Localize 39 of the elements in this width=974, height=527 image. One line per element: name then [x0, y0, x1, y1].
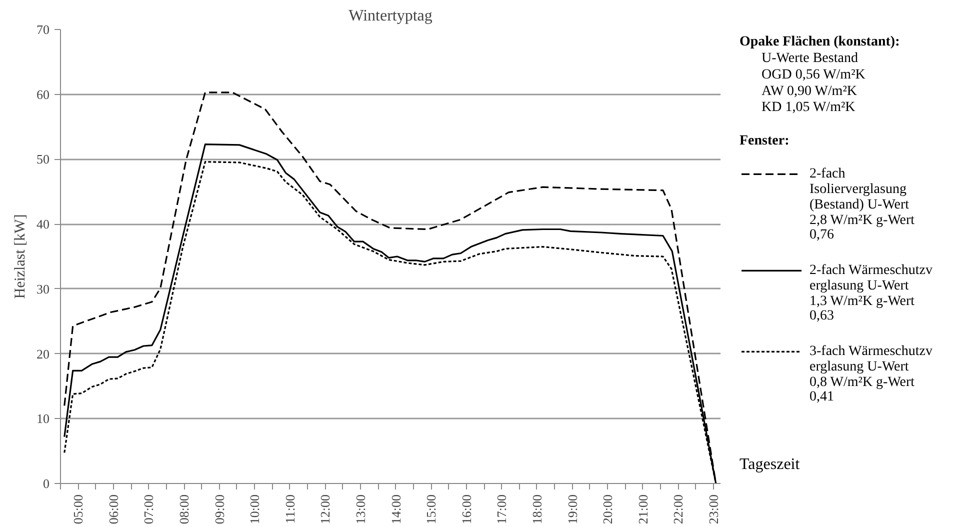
text: OGD 0,56 W/m²K — [762, 67, 866, 82]
x-tick-label: 16:00 — [458, 494, 474, 524]
legend-title: Fenster: — [740, 134, 790, 149]
text: U-Werte Bestand — [762, 51, 858, 66]
chart-title: Wintertyptag — [348, 8, 432, 24]
x-tick-label: 13:00 — [353, 494, 368, 524]
x-tick-label: 14:00 — [388, 494, 404, 524]
x-tick-label: 11:00 — [282, 494, 298, 524]
x-tick-label: 19:00 — [564, 494, 580, 524]
x-tick-label: 15:00 — [424, 494, 439, 524]
x-axis-title: Tageszeit — [740, 456, 800, 474]
y-tick-label: 20 — [36, 346, 50, 362]
x-tick-label: 05:00 — [70, 494, 86, 524]
y-tick-label: 60 — [36, 86, 50, 102]
y-tick-label: 10 — [36, 411, 50, 426]
x-tick-label: 09:00 — [212, 494, 227, 524]
y-tick-label: 50 — [36, 152, 50, 167]
x-tick-label: 08:00 — [176, 494, 192, 524]
text: AW 0,90 W/m²K — [762, 84, 857, 99]
legend-label: 2-fach Wärmeschutzverglasung U-Wert 1,3 W/m²K g-Wert 0,63 — [810, 262, 932, 324]
x-tick-label: 06:00 — [106, 494, 121, 524]
x-tick-label: 18:00 — [529, 494, 544, 524]
y-tick-label: 30 — [36, 281, 50, 296]
y-tick-label: 40 — [36, 216, 50, 232]
x-tick-label: 22:00 — [670, 494, 686, 524]
x-tick-label: 23:00 — [706, 494, 721, 524]
legend-label: 3-fach Wärmeschutzverglasung U-Wert 0,8 W/m²K g-Wert 0,41 — [810, 344, 932, 404]
x-tick-label: 07:00 — [141, 494, 156, 524]
x-tick-label: 17:00 — [494, 494, 510, 524]
text: KD 1,05 W/m²K — [762, 100, 856, 116]
x-tick-label: 20:00 — [600, 494, 616, 524]
y-tick-label: 70 — [36, 22, 50, 37]
text: Opake Flächen (konstant): — [740, 34, 900, 50]
y-axis-title: Heizlast [kW] — [12, 214, 28, 299]
y-tick-label: 0 — [43, 476, 50, 491]
legend-label: 2-fach Isolierverglasung (Bestand) U-Wert 2,8 W/m²K g-Wert 0,76 — [810, 166, 915, 242]
x-tick-label: 21:00 — [635, 494, 650, 524]
x-tick-label: 12:00 — [318, 494, 333, 524]
x-tick-label: 10:00 — [247, 494, 262, 524]
